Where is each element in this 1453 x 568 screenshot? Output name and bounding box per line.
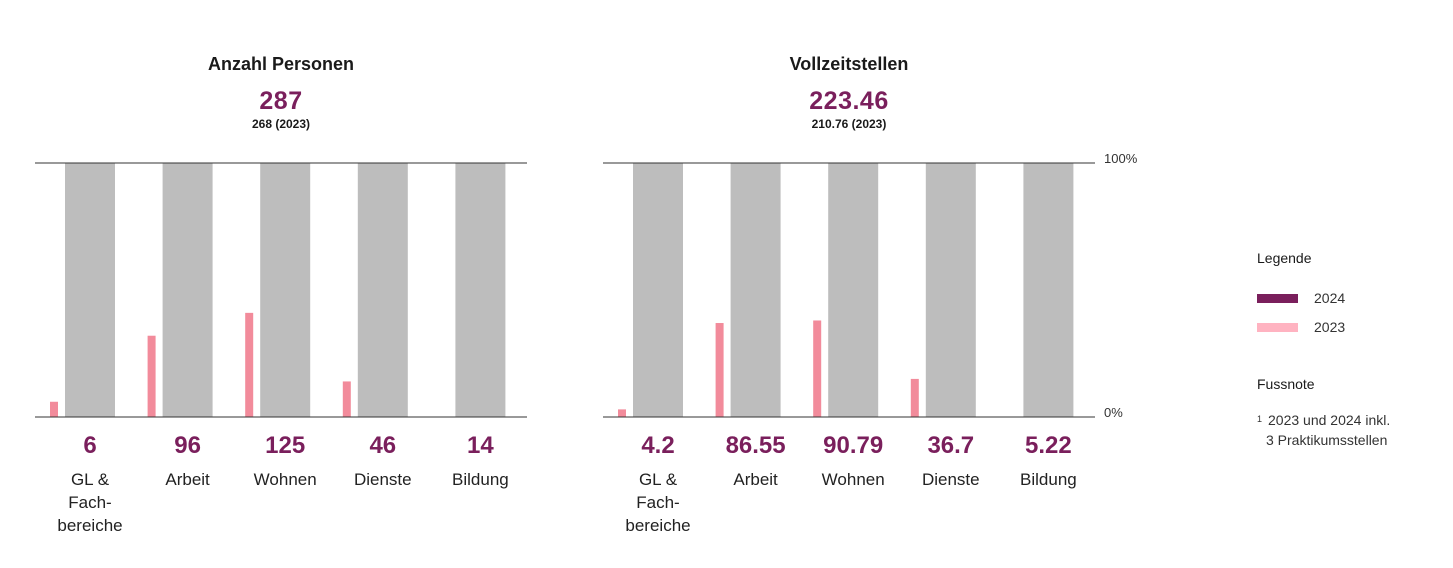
category-value: 125: [265, 432, 306, 459]
chart-title: Vollzeitstellen: [789, 54, 909, 74]
chart-total-previous: 210.76 (2023): [811, 117, 887, 131]
bar-2023: [50, 401, 58, 417]
legend-swatch-2024: [1257, 294, 1298, 303]
bar-2023: [245, 312, 254, 417]
bar-2023: [715, 323, 724, 417]
category-value: 96: [174, 432, 201, 459]
legend-title: Legende: [1257, 250, 1312, 266]
footnote-text: 1 2023 und 2024 inkl. 3 Praktikumsstellen: [1257, 410, 1390, 450]
legend-label: 2023: [1314, 319, 1346, 335]
bar-2023: [618, 409, 626, 417]
bar-2023: [147, 335, 156, 417]
category-value: 46: [369, 432, 397, 459]
category-label: Bildung: [452, 470, 509, 489]
category-label: GL & Fach-bereiche: [625, 470, 691, 535]
category-value: 36.7: [927, 432, 975, 459]
category-value: 14: [467, 432, 494, 459]
legend: Legende 2024 2023 Fussnote 1 2023 und 202…: [1257, 250, 1447, 448]
category-value: 5.22: [1025, 432, 1072, 459]
axis-label-top: 100%: [1104, 151, 1138, 166]
footnote-marker: 1: [1257, 414, 1263, 424]
category-label: Dienste: [921, 470, 980, 489]
bar-2024: [357, 163, 408, 417]
chart-title: Anzahl Personen: [207, 54, 355, 74]
bar-2024: [633, 163, 683, 417]
category-label: Dienste: [353, 470, 412, 489]
bar-chart-personen: [35, 162, 527, 418]
category-label: Wohnen: [253, 470, 317, 489]
bar-2024: [162, 163, 213, 417]
category-value: 90.79: [823, 432, 884, 459]
category-label: Wohnen: [821, 470, 885, 489]
bar-2024: [730, 163, 781, 417]
chart-total-previous: 268 (2023): [251, 117, 311, 131]
category-label: Arbeit: [733, 470, 778, 489]
bar-2023: [910, 378, 919, 417]
category-value: 4.2: [641, 432, 675, 459]
legend-label: 2024: [1314, 290, 1346, 306]
legend-swatch-2023: [1257, 323, 1298, 332]
category-value: 86.55: [725, 432, 786, 459]
axis-label-bottom: 0%: [1104, 405, 1123, 420]
category-value: 6: [83, 432, 97, 459]
footnote-line-2: 3 Praktikumsstellen: [1266, 432, 1388, 448]
footnote-line-1: 2023 und 2024 inkl.: [1268, 412, 1391, 428]
bar-2023: [342, 381, 351, 417]
bar-2024: [260, 163, 311, 417]
chart-total-value: 223.46: [809, 87, 889, 115]
bar-2024: [828, 163, 879, 417]
chart-panel-vollzeitstellen: Vollzeitstellen 223.46 210.76 (2023) 4.2…: [603, 0, 1095, 568]
chart-panel-personen: Anzahl Personen 287 268 (2023) 6 GL & Fach…: [35, 0, 527, 568]
bar-2024: [455, 163, 506, 417]
bar-chart-vollzeitstellen: [603, 162, 1095, 418]
chart-total-value: 287: [259, 87, 303, 115]
category-label: Arbeit: [165, 470, 210, 489]
bar-2024: [65, 163, 115, 417]
category-label: GL & Fach-bereiche: [57, 470, 123, 535]
bar-2024: [925, 163, 976, 417]
bar-2024: [1023, 163, 1074, 417]
category-label: Bildung: [1020, 470, 1077, 489]
bar-2023: [813, 320, 822, 417]
footnote-title: Fussnote: [1257, 376, 1315, 392]
